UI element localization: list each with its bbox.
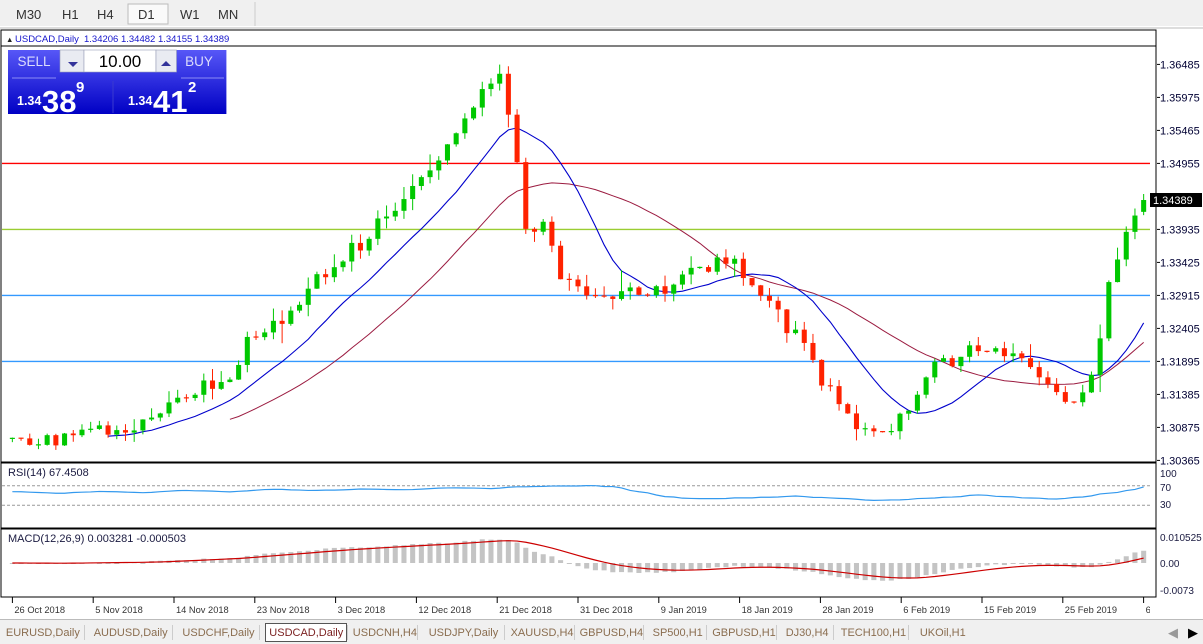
svg-text:W1: W1	[180, 7, 200, 22]
svg-text:0.00: 0.00	[1160, 559, 1180, 570]
svg-text:10.00: 10.00	[99, 52, 142, 71]
svg-text:D1: D1	[138, 7, 155, 22]
svg-text:1.34389: 1.34389	[1153, 195, 1193, 207]
svg-text:9: 9	[76, 79, 84, 96]
svg-text:14 Nov 2018: 14 Nov 2018	[176, 605, 229, 615]
svg-text:1.31895: 1.31895	[1160, 356, 1200, 368]
svg-text:12 Dec 2018: 12 Dec 2018	[418, 605, 471, 615]
svg-text:▲: ▲	[6, 35, 13, 44]
svg-text:30: 30	[1160, 500, 1172, 511]
svg-text:H1: H1	[62, 7, 79, 22]
svg-text:5 Nov 2018: 5 Nov 2018	[95, 605, 143, 615]
svg-text:1.34: 1.34	[128, 94, 152, 108]
svg-text:38: 38	[42, 84, 76, 119]
svg-text:1.34: 1.34	[17, 94, 41, 108]
svg-text:SELL: SELL	[17, 54, 51, 69]
svg-text:1.36485: 1.36485	[1160, 59, 1200, 71]
svg-text:41: 41	[153, 84, 187, 119]
svg-text:18 Jan 2019: 18 Jan 2019	[742, 605, 793, 615]
svg-text:MN: MN	[218, 7, 238, 22]
svg-text:23 Nov 2018: 23 Nov 2018	[257, 605, 310, 615]
svg-text:BUY: BUY	[185, 54, 213, 69]
svg-text:25 Feb 2019: 25 Feb 2019	[1065, 605, 1117, 615]
svg-text:21 Dec 2018: 21 Dec 2018	[499, 605, 552, 615]
svg-text:3 Dec 2018: 3 Dec 2018	[338, 605, 386, 615]
svg-text:100: 100	[1160, 469, 1177, 480]
svg-text:1.35465: 1.35465	[1160, 125, 1200, 137]
svg-text:1.30365: 1.30365	[1160, 455, 1200, 467]
svg-text:1.34206 1.34482 1.34155 1.3438: 1.34206 1.34482 1.34155 1.34389	[84, 34, 229, 45]
svg-text:1.31385: 1.31385	[1160, 389, 1200, 401]
svg-text:1.30875: 1.30875	[1160, 422, 1200, 434]
svg-text:1.32405: 1.32405	[1160, 323, 1200, 335]
svg-text:1.34955: 1.34955	[1160, 158, 1200, 170]
svg-text:1.32915: 1.32915	[1160, 290, 1200, 302]
svg-text:28 Jan 2019: 28 Jan 2019	[822, 605, 873, 615]
svg-text:15 Feb 2019: 15 Feb 2019	[984, 605, 1036, 615]
svg-text:70: 70	[1160, 483, 1172, 494]
svg-text:MACD(12,26,9) 0.003281 -0.0005: MACD(12,26,9) 0.003281 -0.000503	[8, 533, 186, 545]
svg-text:9 Jan 2019: 9 Jan 2019	[661, 605, 707, 615]
svg-text:1.33425: 1.33425	[1160, 257, 1200, 269]
svg-text:26 Oct 2018: 26 Oct 2018	[14, 605, 65, 615]
svg-text:-0.0073: -0.0073	[1160, 586, 1194, 597]
svg-text:0.010525: 0.010525	[1160, 533, 1202, 544]
svg-text:2: 2	[188, 79, 196, 96]
svg-text:M30: M30	[16, 7, 41, 22]
svg-text:RSI(14) 67.4508: RSI(14) 67.4508	[8, 467, 89, 479]
svg-text:31 Dec 2018: 31 Dec 2018	[580, 605, 633, 615]
svg-text:H4: H4	[97, 7, 114, 22]
svg-text:6 Feb 2019: 6 Feb 2019	[903, 605, 950, 615]
svg-text:1.33935: 1.33935	[1160, 224, 1200, 236]
svg-text:USDCAD,Daily: USDCAD,Daily	[15, 34, 79, 45]
svg-text:1.35975: 1.35975	[1160, 92, 1200, 104]
